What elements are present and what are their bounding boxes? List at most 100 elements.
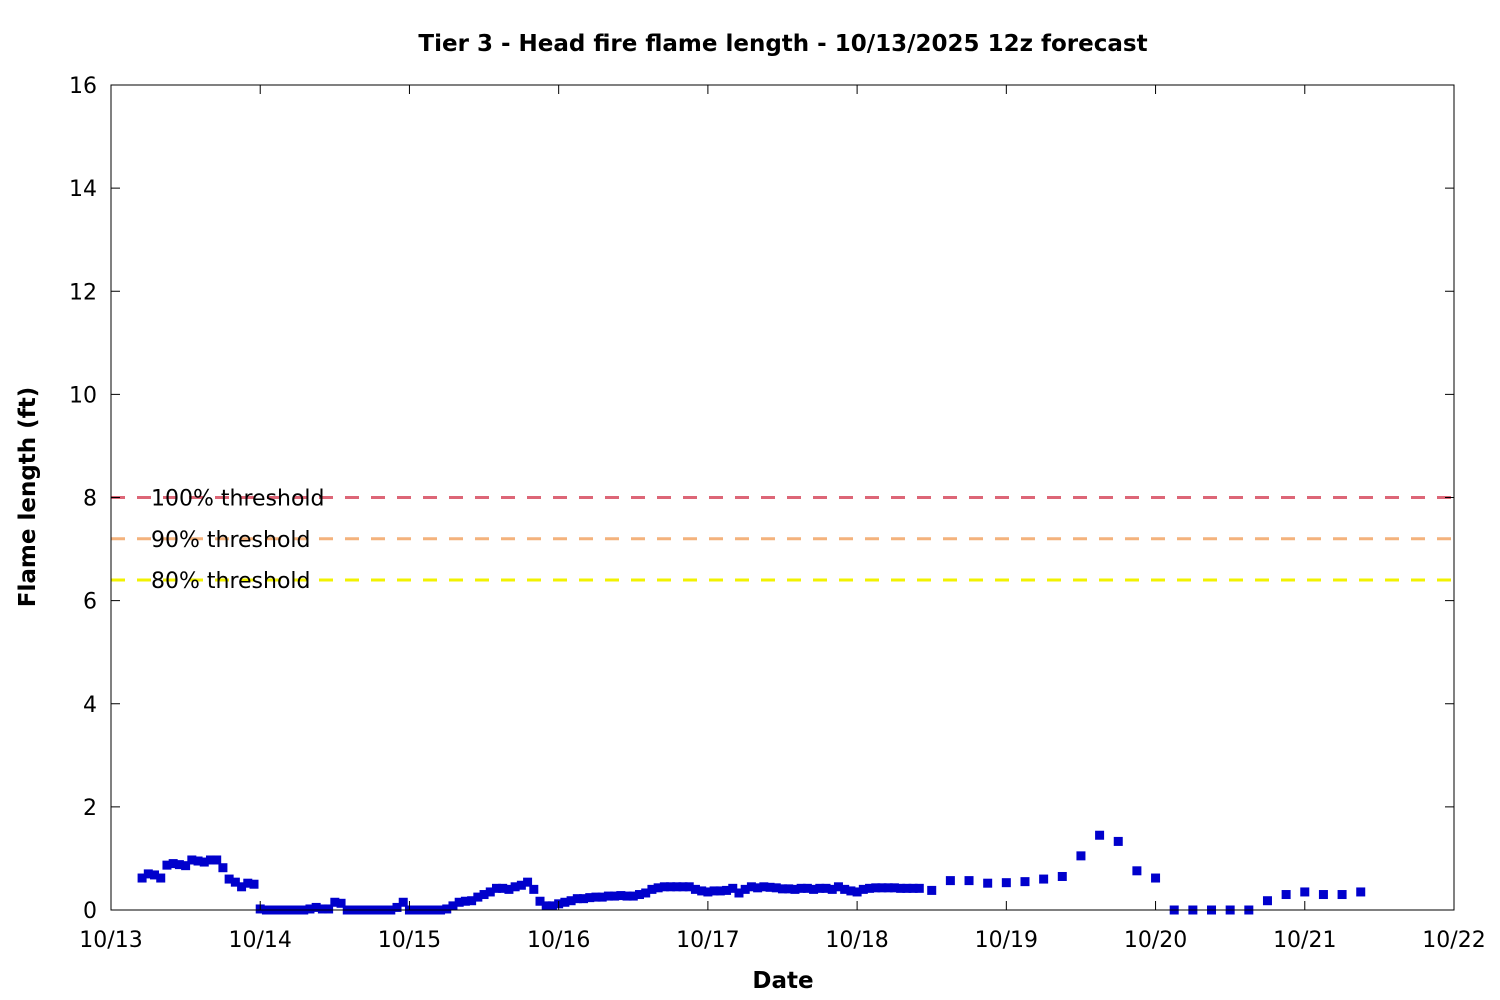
data-point <box>634 890 644 900</box>
x-tick-label: 10/15 <box>378 928 441 953</box>
data-point <box>1001 878 1011 888</box>
data-point <box>672 882 682 892</box>
data-point <box>491 883 501 893</box>
data-point <box>205 855 215 865</box>
y-axis-label: Flame length (ft) <box>15 387 41 607</box>
data-point <box>865 883 875 893</box>
data-point <box>715 886 725 896</box>
y-tick-label: 0 <box>83 899 97 924</box>
data-point <box>504 884 514 894</box>
data-point <box>1095 830 1105 840</box>
y-tick-label: 2 <box>83 796 97 821</box>
data-point <box>579 894 589 904</box>
data-point <box>311 902 321 912</box>
data-point <box>821 883 831 893</box>
data-point <box>249 879 259 889</box>
data-point <box>728 883 738 893</box>
data-point <box>815 883 825 893</box>
data-point <box>187 855 197 865</box>
y-tick-label: 16 <box>69 74 97 99</box>
data-point <box>896 883 906 893</box>
data-point <box>746 882 756 892</box>
data-point <box>398 897 408 907</box>
data-point <box>1113 836 1123 846</box>
threshold-label: 100% threshold <box>151 487 325 512</box>
data-point <box>914 883 924 893</box>
data-point <box>566 896 576 906</box>
data-point <box>541 901 551 911</box>
data-point <box>684 882 694 892</box>
data-point <box>628 891 638 901</box>
data-point <box>156 873 166 883</box>
data-point <box>317 904 327 914</box>
data-point <box>734 888 744 898</box>
data-point <box>560 897 570 907</box>
data-point <box>709 886 719 896</box>
data-point <box>610 891 620 901</box>
x-tick-label: 10/14 <box>229 928 292 953</box>
data-point <box>877 883 887 893</box>
x-tick-label: 10/16 <box>527 928 590 953</box>
data-point <box>833 882 843 892</box>
y-tick-label: 14 <box>69 177 97 202</box>
data-point <box>591 892 601 902</box>
data-point <box>535 896 545 906</box>
chart-title: Tier 3 - Head fire flame length - 10/13/… <box>418 31 1147 57</box>
data-point <box>690 884 700 894</box>
data-point <box>454 897 464 907</box>
data-point <box>442 904 452 914</box>
data-point <box>659 882 669 892</box>
data-point <box>224 874 234 884</box>
x-tick-label: 10/17 <box>676 928 739 953</box>
data-point <box>243 878 253 888</box>
data-point <box>1318 890 1328 900</box>
data-point <box>199 857 209 867</box>
data-point <box>1020 877 1030 887</box>
x-tick-label: 10/21 <box>1273 928 1336 953</box>
data-point <box>305 904 315 914</box>
data-point <box>759 882 769 892</box>
data-point <box>516 880 526 890</box>
data-point <box>771 883 781 893</box>
y-tick-label: 6 <box>83 590 97 615</box>
data-point <box>840 884 850 894</box>
y-tick-label: 8 <box>83 487 97 512</box>
data-point <box>529 884 539 894</box>
threshold-lines: 100% threshold 90% threshold 80% threshold <box>111 487 1454 594</box>
data-point <box>230 877 240 887</box>
data-point <box>174 860 184 870</box>
data-point <box>945 876 955 886</box>
data-point <box>964 876 974 886</box>
data-point <box>162 860 172 870</box>
data-point <box>510 882 520 892</box>
data-point <box>765 882 775 892</box>
data-point <box>827 884 837 894</box>
x-tick-label: 10/13 <box>79 928 142 953</box>
data-point <box>883 883 893 893</box>
data-point <box>572 894 582 904</box>
data-point <box>473 892 483 902</box>
x-tick-label: 10/22 <box>1422 928 1485 953</box>
data-point <box>330 897 340 907</box>
data-point <box>852 887 862 897</box>
threshold-label: 80% threshold <box>151 569 311 594</box>
data-point <box>460 896 470 906</box>
data-point <box>498 883 508 893</box>
data-point <box>1151 873 1161 883</box>
data-point <box>467 896 477 906</box>
data-point <box>889 883 899 893</box>
y-tick-label: 10 <box>69 383 97 408</box>
data-point <box>1337 890 1347 900</box>
data-point <box>479 890 489 900</box>
data-point <box>143 869 153 879</box>
data-point <box>983 878 993 888</box>
data-point <box>796 883 806 893</box>
data-point <box>703 887 713 897</box>
data-point <box>218 863 228 873</box>
data-point <box>324 904 334 914</box>
data-point <box>168 859 178 869</box>
data-point <box>523 877 533 887</box>
data-point <box>597 892 607 902</box>
data-point <box>181 861 191 871</box>
y-axis: 0 2 4 6 8 10 12 14 16 <box>69 74 1454 924</box>
